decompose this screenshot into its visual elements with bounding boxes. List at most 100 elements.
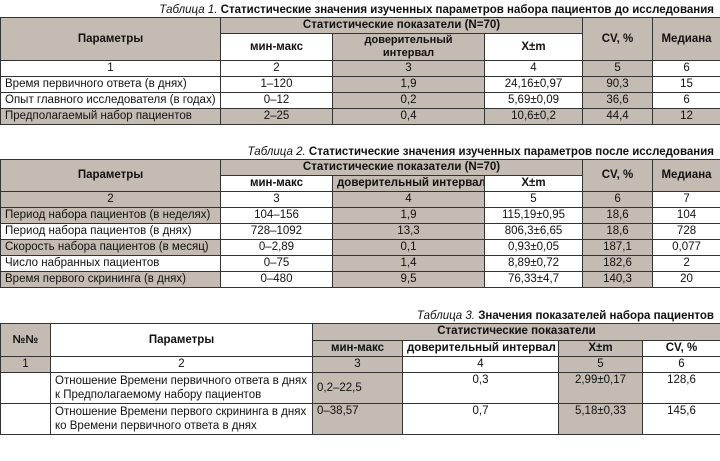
row-cv: 44,4 [583, 109, 653, 125]
row-xm: 10,6±0,2 [485, 109, 583, 125]
row-param: Время первого скрининга (в днях) [1, 272, 221, 288]
table1-colnum: 1 [1, 61, 221, 77]
row-ci: 13,3 [333, 224, 485, 240]
row-cv: 145,6 [643, 404, 720, 435]
row-xm: 8,89±0,72 [485, 256, 583, 272]
table3-caption-title: Значения показателей набора пациентов [478, 310, 714, 322]
row-minmax: 104–156 [221, 208, 333, 224]
table2-colnum: 4 [333, 192, 485, 208]
row-minmax: 728–1092 [221, 224, 333, 240]
table3-header-minmax: мин-макс [313, 340, 403, 357]
row-param: Опыт главного исследователя (в годах) [1, 93, 221, 109]
row-minmax: 2–25 [221, 109, 333, 125]
table3-colnum: 6 [643, 357, 720, 373]
row-median: 6 [653, 93, 720, 109]
row-median: 15 [653, 77, 720, 93]
row-ci: 0,4 [333, 109, 485, 125]
table2-header-stats: Статистические показатели (N=70) [221, 160, 583, 176]
table3-colnum: 2 [51, 357, 313, 373]
table1-colnum: 3 [333, 61, 485, 77]
table-row: Скорость набора пациентов (в месяц) 0–2,… [1, 240, 720, 256]
row-cv: 90,3 [583, 77, 653, 93]
row-minmax: 0–75 [221, 256, 333, 272]
row-xm: 0,93±0,05 [485, 240, 583, 256]
table1-caption-number: Таблица 1. [159, 4, 217, 16]
table3-colnum: 5 [559, 357, 643, 373]
row-median: 2 [653, 256, 720, 272]
table3: №№ Параметры Статистические показатели м… [0, 323, 720, 435]
row-xm: 24,16±0,97 [485, 77, 583, 93]
row-median: 728 [653, 224, 720, 240]
table1-colnum: 5 [583, 61, 653, 77]
table3-header-xm: X±m [559, 340, 643, 357]
row-xm: 806,3±6,65 [485, 224, 583, 240]
row-param: Время первичного ответа (в днях) [1, 77, 221, 93]
table2-colnum: 3 [221, 192, 333, 208]
table1-header-cv: CV, % [583, 18, 653, 61]
row-param: Предполагаемый набор пациентов [1, 109, 221, 125]
table2: Параметры Статистические показатели (N=7… [0, 159, 720, 288]
row-cv: 18,6 [583, 208, 653, 224]
row-median: 104 [653, 208, 720, 224]
table1-colnum-row: 1 2 3 4 5 6 [1, 61, 720, 77]
row-median: 12 [653, 109, 720, 125]
row-ci: 0,2 [333, 93, 485, 109]
row-param: Отношение Времени первого скрининга в дн… [51, 404, 313, 435]
table3-colnum-row: 1 2 3 4 5 6 [1, 357, 720, 373]
table1-caption-title: Статистические значения изученных параме… [221, 4, 714, 16]
table-row: Время первичного ответа (в днях) 1–120 1… [1, 77, 720, 93]
row-xm: 5,18±0,33 [559, 404, 643, 435]
table2-colnum: 6 [583, 192, 653, 208]
row-ci: 0,3 [403, 373, 559, 404]
table1-caption: Таблица 1. Статистические значения изуче… [0, 3, 720, 17]
table2-caption: Таблица 2. Статистические значения изуче… [0, 145, 720, 159]
table2-colnum: 2 [1, 192, 221, 208]
row-ci: 1,9 [333, 208, 485, 224]
table3-caption: Таблица 3. Значения показателей набора п… [0, 309, 720, 323]
row-xm: 115,19±0,95 [485, 208, 583, 224]
table-row: Предполагаемый набор пациентов 2–25 0,4 … [1, 109, 720, 125]
row-minmax: 0–38,57 [313, 404, 403, 435]
row-cv: 187,1 [583, 240, 653, 256]
row-cv: 18,6 [583, 224, 653, 240]
row-cv: 140,3 [583, 272, 653, 288]
row-ci: 1,9 [333, 77, 485, 93]
table1-colnum: 6 [653, 61, 720, 77]
row-median: 20 [653, 272, 720, 288]
table2-header-cv: CV, % [583, 160, 653, 192]
table-row: Период набора пациентов (в неделях) 104–… [1, 208, 720, 224]
row-minmax: 1–120 [221, 77, 333, 93]
row-xm: 5,69±0,09 [485, 93, 583, 109]
table2-colnum-row: 2 3 4 5 6 7 [1, 192, 720, 208]
row-minmax: 0,2–22,5 [313, 373, 403, 404]
table-row: Отношение Времени первичного ответа в дн… [1, 373, 720, 404]
table-row: Число набранных пациентов 0–75 1,4 8,89±… [1, 256, 720, 272]
row-xm: 76,33±4,7 [485, 272, 583, 288]
table1-header-stats: Статистические показатели (N=70) [221, 18, 583, 34]
table-row: Отношение Времени первого скрининга в дн… [1, 404, 720, 435]
table1-colnum: 2 [221, 61, 333, 77]
table2-header-ci: доверительный интервал [333, 176, 485, 192]
table3-header-params: Параметры [51, 324, 313, 357]
table1-colnum: 4 [485, 61, 583, 77]
row-minmax: 0–480 [221, 272, 333, 288]
table1-header-params: Параметры [1, 18, 221, 61]
table3-header-ci: доверительный интервал [403, 340, 559, 357]
row-no [1, 404, 51, 435]
table2-header-params: Параметры [1, 160, 221, 192]
row-ci: 0,1 [333, 240, 485, 256]
row-cv: 36,6 [583, 93, 653, 109]
row-param: Отношение Времени первичного ответа в дн… [51, 373, 313, 404]
table3-header-stats: Статистические показатели [313, 324, 720, 341]
row-median: 0,077 [653, 240, 720, 256]
row-no [1, 373, 51, 404]
table2-caption-number: Таблица 2. [248, 146, 306, 158]
row-minmax: 0–2,89 [221, 240, 333, 256]
row-cv: 128,6 [643, 373, 720, 404]
table3-header-no: №№ [1, 324, 51, 357]
row-minmax: 0–12 [221, 93, 333, 109]
table2-header-median: Медиана [653, 160, 720, 192]
table3-colnum: 3 [313, 357, 403, 373]
table2-header-minmax: мин-макс [221, 176, 333, 192]
